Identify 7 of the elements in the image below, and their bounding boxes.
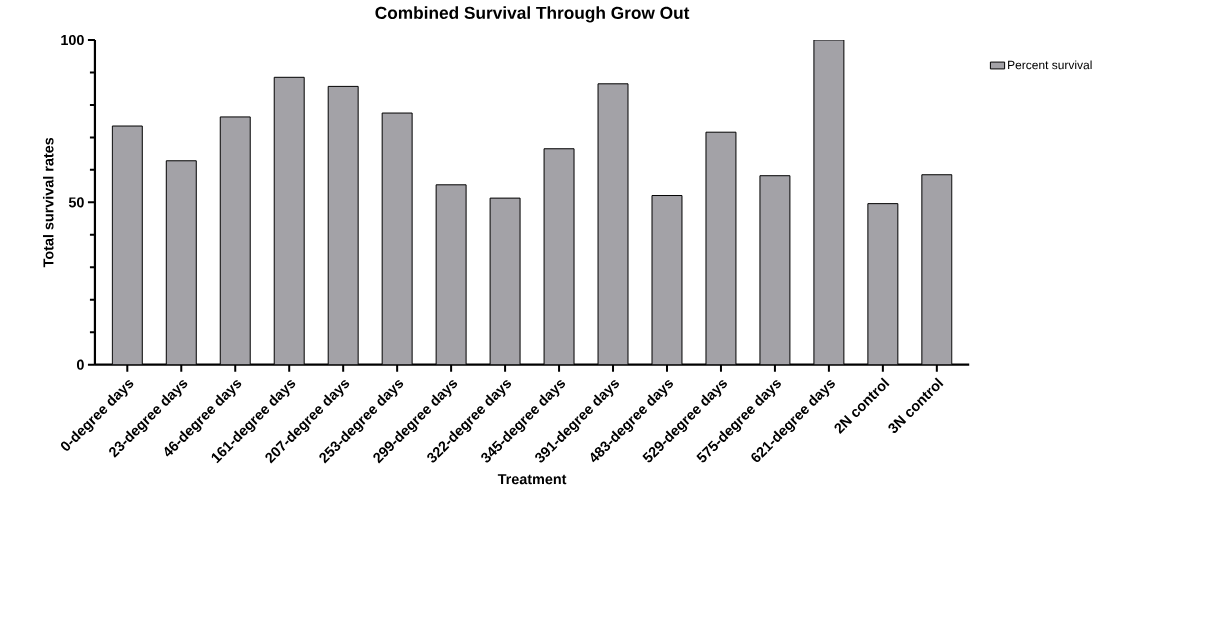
legend-label: Percent survival [1008,60,1092,69]
y-tick-label: 100 [61,34,84,45]
y-tick-label: 50 [68,197,84,208]
y-tick-label: 0 [76,359,84,370]
y-axis-title: Total survival rates [42,137,54,267]
chart-title: Combined Survival Through Grow Out [375,6,690,23]
x-axis-title: Treatment [497,473,567,485]
